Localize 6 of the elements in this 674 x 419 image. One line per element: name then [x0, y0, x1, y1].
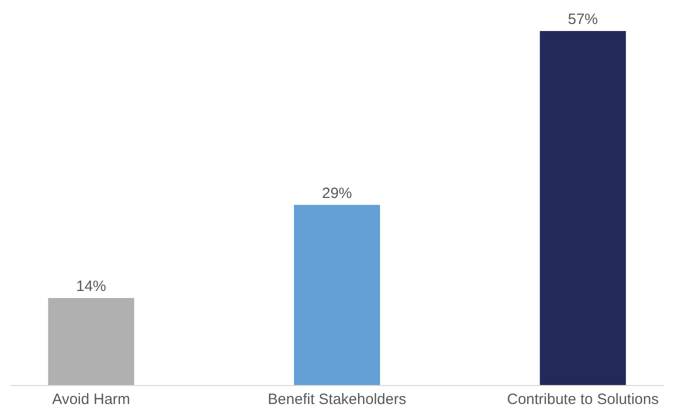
- x-tick-label: Benefit Stakeholders: [268, 391, 406, 408]
- data-label: 14%: [76, 278, 106, 296]
- data-label: 29%: [322, 184, 352, 202]
- data-label: 57%: [568, 11, 598, 28]
- x-tick-label: Avoid Harm: [52, 391, 130, 408]
- x-tick-label: Contribute to Solutions: [506, 391, 659, 408]
